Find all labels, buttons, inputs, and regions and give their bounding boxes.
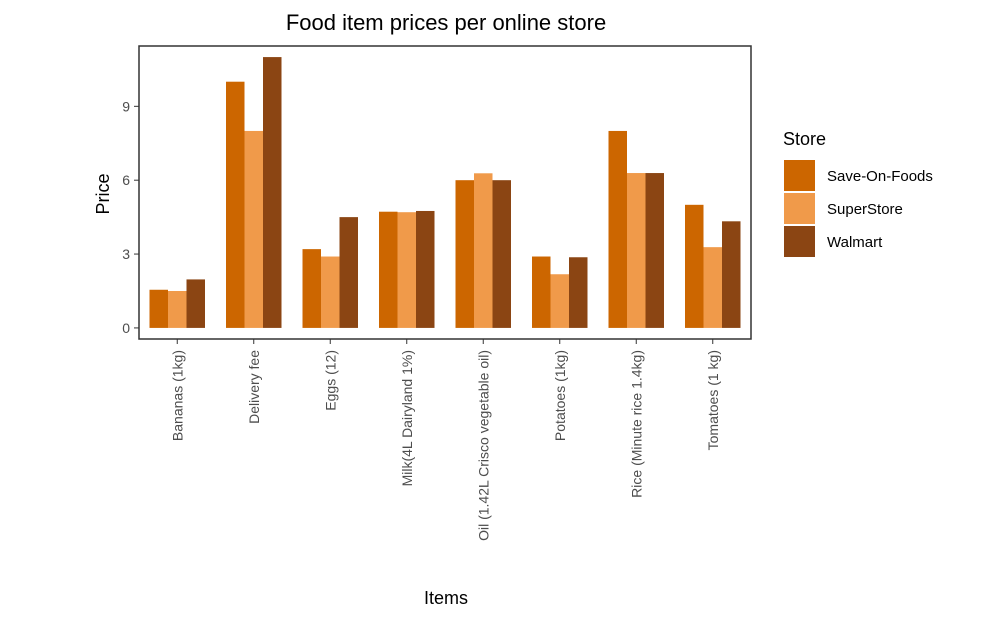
bar-2-8 [703,247,722,328]
legend-title: Store [783,129,826,149]
bar-2-6 [550,274,569,328]
bar-2-5 [474,173,493,328]
legend-label-1: Save-On-Foods [827,168,933,185]
x-tick-label-8: Tomatoes (1 kg) [705,350,721,450]
y-tick-label-2: 3 [122,246,130,262]
bar-1-4 [379,211,398,328]
bar-3-6 [569,257,588,328]
x-tick-label-4: Milk(4L Dairyland 1%) [399,350,415,486]
legend-swatch-3 [784,226,815,257]
bar-2-1 [168,290,187,328]
bar-2-2 [244,130,263,328]
bar-1-7 [608,130,627,328]
y-tick-label-4: 9 [122,98,130,114]
bar-1-6 [532,256,551,328]
chart-title: Food item prices per online store [286,10,606,35]
bar-3-7 [645,173,664,328]
bar-3-8 [722,221,741,328]
bar-1-2 [226,81,245,328]
x-axis-title: Items [424,588,468,608]
legend-swatch-1 [784,160,815,191]
legend-label-3: Walmart [827,234,883,251]
x-tick-label-6: Potatoes (1kg) [552,350,568,441]
bar-1-5 [455,180,474,328]
x-tick-label-2: Delivery fee [246,350,262,424]
bar-2-3 [321,256,340,328]
bar-3-2 [263,57,282,328]
bar-3-3 [339,217,358,328]
bar-3-1 [186,279,205,328]
y-tick-label-3: 6 [122,172,130,188]
bar-3-4 [416,210,435,328]
bar-1-1 [149,289,168,328]
bar-2-7 [627,173,646,328]
y-tick-label-1: 0 [122,320,130,336]
legend: Store Save-On-Foods SuperStore Walmart [783,129,933,257]
x-tick-label-5: Oil (1.42L Crisco vegetable oil) [475,350,491,541]
legend-items: Save-On-Foods SuperStore Walmart [784,160,933,257]
plot-area: 0 3 6 9 Bananas (1kg) Delivery fee Eggs (12) Mi… [122,45,752,541]
plot-border [138,45,752,340]
x-tick-label-3: Eggs (12) [322,350,338,411]
bar-1-8 [685,204,704,328]
bar-2-4 [397,212,416,328]
bar-3-5 [492,180,511,328]
x-tick-label-7: Rice (Minute rice 1.4kg) [628,350,644,498]
x-tick-label-1: Bananas (1kg) [169,350,185,441]
legend-swatch-2 [784,193,815,224]
bar-1-3 [302,249,321,328]
y-axis-title: Price [93,173,113,214]
legend-label-2: SuperStore [827,201,903,218]
